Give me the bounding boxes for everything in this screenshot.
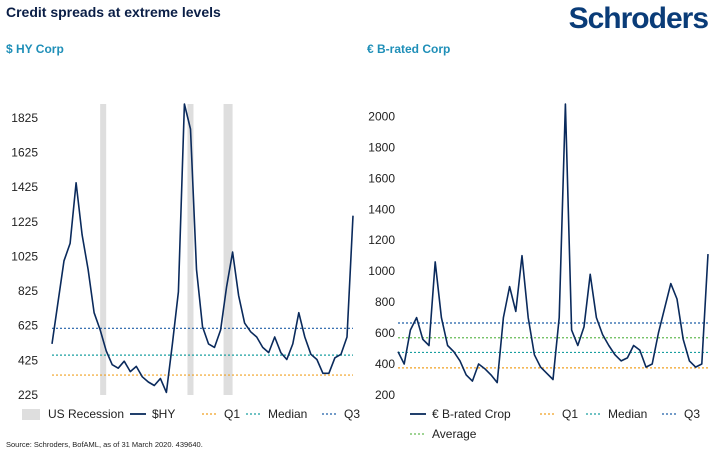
y-tick-label-0-0: 1825: [11, 111, 38, 125]
series-line-0: [51, 103, 354, 394]
legend-swatch-0-0: [22, 409, 40, 420]
y-tick-label-1-9: 200: [375, 388, 395, 402]
y-tick-label-1-5: 1000: [368, 264, 395, 278]
source-note: Source: Schroders, BofAML, as of 31 Marc…: [6, 440, 203, 449]
y-tick-label-1-6: 800: [375, 295, 395, 309]
series-line-1: [397, 103, 709, 384]
y-tick-label-1-3: 1400: [368, 202, 395, 216]
left-chart-subtitle: $ HY Corp: [6, 42, 64, 56]
legend-label-0-3: Median: [268, 407, 307, 421]
y-tick-label-0-3: 1225: [11, 215, 38, 229]
y-tick-label-0-4: 1025: [11, 249, 38, 263]
legend-label-1-1: Q1: [562, 407, 578, 421]
recession-band-0-1: [187, 104, 194, 395]
y-tick-label-1-7: 600: [375, 326, 395, 340]
legend-label-0-4: Q3: [344, 407, 360, 421]
legend-label-1-4: Average: [432, 427, 477, 441]
y-tick-label-1-1: 1800: [368, 140, 395, 154]
y-tick-label-0-6: 625: [18, 319, 38, 333]
legend-label-1-0: € B-rated Crop: [432, 407, 511, 421]
legend-label-1-3: Q3: [684, 407, 700, 421]
legend-label-0-2: Q1: [224, 407, 240, 421]
y-tick-label-0-2: 1425: [11, 180, 38, 194]
schroders-logo: Schroders: [568, 2, 709, 35]
legend-label-0-0: US Recession: [48, 407, 124, 421]
y-tick-label-0-5: 825: [18, 284, 38, 298]
y-tick-label-0-8: 225: [18, 388, 38, 402]
y-tick-label-1-4: 1200: [368, 233, 395, 247]
y-tick-label-1-0: 2000: [368, 109, 395, 123]
y-tick-label-0-7: 425: [18, 353, 38, 367]
chart-title: Credit spreads at extreme levels: [6, 4, 221, 20]
legend-label-1-2: Median: [608, 407, 647, 421]
recession-band-0-0: [100, 104, 107, 395]
y-tick-label-1-2: 1600: [368, 171, 395, 185]
recession-band-0-2: [223, 104, 233, 395]
y-tick-label-1-8: 400: [375, 357, 395, 371]
right-chart-subtitle: € B-rated Corp: [367, 42, 451, 56]
y-tick-label-0-1: 1625: [11, 146, 38, 160]
legend-label-0-1: $HY: [152, 407, 175, 421]
